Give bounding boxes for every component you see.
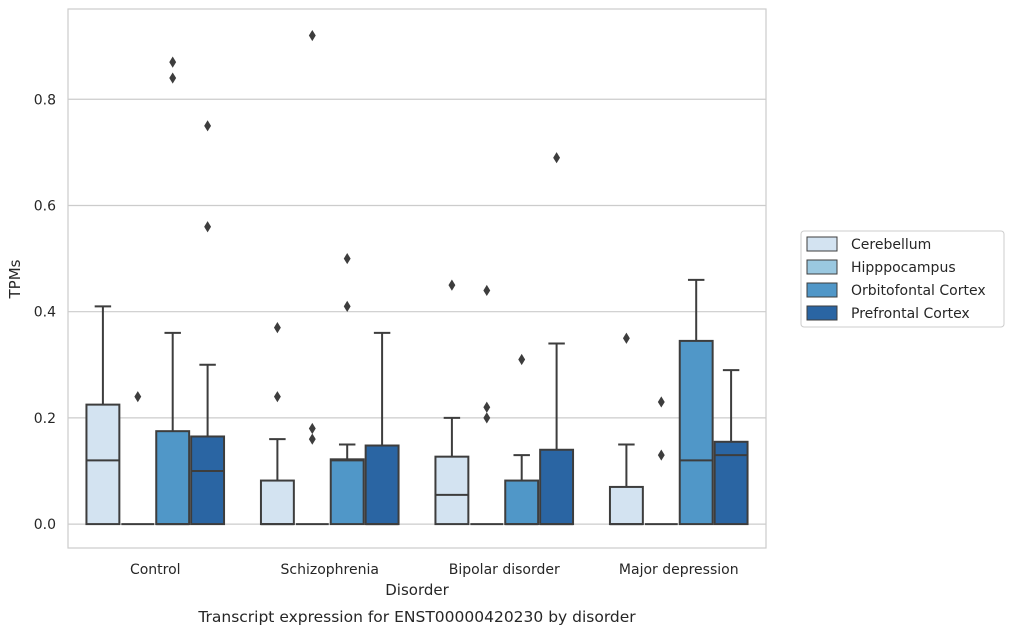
- outlier-point: [308, 433, 316, 445]
- y-tick-label: 0.4: [34, 305, 56, 321]
- box: [329, 458, 365, 526]
- outlier-point: [343, 252, 351, 265]
- box-orbitofontal-cortex: [504, 353, 540, 526]
- outlier-point: [483, 401, 491, 413]
- box: [539, 448, 575, 526]
- outlier-point: [273, 391, 281, 403]
- legend-swatch: [806, 236, 838, 252]
- box-hipppocampus: [470, 284, 504, 526]
- y-tick-label: 0.2: [34, 411, 56, 427]
- legend-label: Cerebellum: [851, 237, 931, 253]
- box-orbitofontal-cortex: [155, 56, 191, 526]
- outlier-point: [553, 152, 561, 164]
- box-cerebellum: [259, 322, 295, 526]
- box: [259, 479, 295, 526]
- x-axis-ticks: Control Schizophrenia Bipolar disorder Majo…: [130, 562, 739, 578]
- outlier-point: [518, 353, 526, 366]
- box: [85, 403, 121, 526]
- legend-label: Orbitofontal Cortex: [851, 283, 986, 299]
- legend-swatch: [806, 305, 838, 321]
- box: [364, 444, 400, 526]
- outlier-point: [343, 300, 351, 312]
- outlier-point: [134, 391, 142, 403]
- y-axis-label: TPMs: [6, 259, 24, 299]
- box-cerebellum: [434, 279, 470, 526]
- chart-caption: Transcript expression for ENST0000042023…: [197, 608, 636, 626]
- outlier-point: [204, 221, 212, 233]
- box: [434, 455, 470, 526]
- y-tick-label: 0.0: [34, 517, 56, 533]
- box-cerebellum: [85, 305, 121, 526]
- y-axis-ticks: 0.0 0.2 0.4 0.6 0.8: [34, 92, 56, 533]
- outlier-point: [448, 279, 456, 291]
- outlier-point: [483, 284, 491, 297]
- box-cerebellum: [608, 332, 644, 526]
- outlier-point: [657, 449, 665, 461]
- x-tick-label: Bipolar disorder: [449, 562, 560, 578]
- box-hipppocampus: [121, 391, 155, 526]
- box: [678, 339, 714, 526]
- outlier-point: [483, 412, 491, 424]
- outlier-point: [308, 29, 316, 42]
- y-tick-label: 0.6: [34, 198, 56, 214]
- outlier-point: [622, 332, 630, 344]
- box-prefrontal-cortex: [364, 331, 400, 526]
- outlier-point: [204, 120, 212, 132]
- box-prefrontal-cortex: [190, 120, 226, 526]
- box: [504, 479, 540, 526]
- box: [608, 485, 644, 526]
- x-tick-label: Schizophrenia: [281, 562, 379, 578]
- box-orbitofontal-cortex: [329, 252, 365, 526]
- legend-swatch: [806, 259, 838, 275]
- legend-label: Prefrontal Cortex: [851, 306, 970, 322]
- legend-label: Hipppocampus: [851, 260, 956, 276]
- box-prefrontal-cortex: [539, 152, 575, 526]
- box-groups: [85, 29, 749, 526]
- x-axis-label: Disorder: [385, 581, 449, 599]
- box-hipppocampus: [644, 396, 678, 526]
- legend-swatch: [806, 282, 838, 298]
- outlier-point: [657, 396, 665, 408]
- box-hipppocampus: [295, 29, 329, 526]
- plot-area: [67, 8, 767, 549]
- outlier-point: [308, 422, 316, 435]
- legend-frame: [800, 230, 1005, 328]
- legend: Cerebellum Hipppocampus Orbitofontal Corte…: [800, 230, 1005, 328]
- x-tick-label: Control: [130, 562, 181, 578]
- box: [155, 430, 191, 526]
- box: [190, 435, 226, 526]
- box-orbitofontal-cortex: [678, 278, 714, 526]
- outlier-point: [169, 72, 177, 84]
- outlier-point: [169, 56, 177, 68]
- x-tick-label: Major depression: [619, 562, 739, 578]
- y-tick-label: 0.8: [34, 92, 56, 108]
- outlier-point: [273, 322, 281, 334]
- box-prefrontal-cortex: [713, 369, 749, 526]
